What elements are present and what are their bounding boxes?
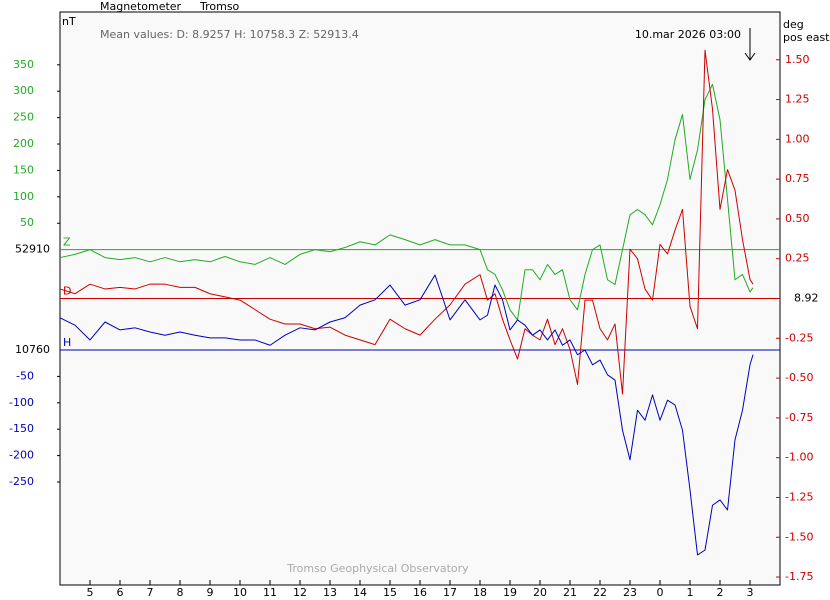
y-tick-label: 250 [13, 111, 34, 124]
x-tick-label: 1 [687, 586, 694, 599]
x-tick-label: 8 [177, 586, 184, 599]
mean-values: Mean values: D: 8.9257 H: 10758.3 Z: 529… [100, 28, 359, 41]
y-tick-label: -250 [9, 475, 34, 488]
series-line [59, 274, 754, 556]
y-tick-label: 150 [13, 163, 34, 176]
y2-tick-label: 1.00 [785, 132, 810, 145]
series-label: D [63, 285, 71, 298]
chart-title: Magnetometer [100, 0, 182, 13]
x-tick-label: 15 [383, 586, 397, 599]
y-tick-label: 50 [20, 216, 34, 229]
y2-tick-label: 0.25 [785, 252, 810, 265]
y2-tick-label: 0.50 [785, 212, 810, 225]
y2-axis-label: pos east [783, 31, 830, 44]
x-tick-label: 22 [593, 586, 607, 599]
x-tick-label: 10 [233, 586, 247, 599]
arrow-head [744, 52, 756, 61]
x-tick-label: 13 [323, 586, 337, 599]
x-tick-label: 3 [747, 586, 754, 599]
y-tick-label: 200 [13, 137, 34, 150]
x-tick-label: 18 [473, 586, 487, 599]
series-label: Z [63, 236, 71, 249]
x-tick-label: 5 [87, 586, 94, 599]
series-line [59, 83, 754, 321]
y2-tick-label: 1.25 [785, 93, 810, 106]
x-tick-label: 0 [657, 586, 664, 599]
y-tick-label: 350 [13, 58, 34, 71]
y-tick-label: 300 [13, 84, 34, 97]
y2-tick-label: -0.25 [785, 331, 813, 344]
x-tick-label: 6 [117, 586, 124, 599]
y2-tick-label: -1.25 [785, 490, 813, 503]
x-tick-label: 23 [623, 586, 637, 599]
y2-tick-label: -0.75 [785, 411, 813, 424]
y2-tick-label: -1.50 [785, 530, 813, 543]
x-tick-label: 17 [443, 586, 457, 599]
y2-tick-label: 0.75 [785, 172, 810, 185]
y2-tick-label: -0.50 [785, 371, 813, 384]
station: Tromso [199, 0, 240, 13]
y-axis-label: nT [62, 15, 76, 28]
y2-tick-label: -1.00 [785, 451, 813, 464]
y2-axis-label: deg [783, 18, 804, 31]
annotation: 10.mar 2026 03:00 [635, 28, 741, 41]
x-tick-label: 14 [353, 586, 367, 599]
y-tick-label: 100 [13, 190, 34, 203]
y2-tick-label: -1.75 [785, 570, 813, 583]
y-tick-label: 10760 [15, 343, 50, 356]
series-line [59, 49, 754, 395]
y2-tick-label: 8.92 [794, 292, 819, 305]
x-tick-label: 21 [563, 586, 577, 599]
x-tick-label: 11 [263, 586, 277, 599]
footer: Tromso Geophysical Observatory [286, 562, 469, 575]
x-tick-label: 12 [293, 586, 307, 599]
series-label: H [63, 336, 71, 349]
y2-tick-label: 1.50 [785, 53, 810, 66]
y-tick-label: -200 [9, 449, 34, 462]
x-tick-label: 9 [207, 586, 214, 599]
x-tick-label: 19 [503, 586, 517, 599]
arrow [744, 28, 756, 61]
x-tick-label: 7 [147, 586, 154, 599]
y-tick-label: -50 [16, 369, 34, 382]
x-tick-label: 2 [717, 586, 724, 599]
x-tick-label: 20 [533, 586, 547, 599]
y-tick-label: -100 [9, 396, 34, 409]
y-tick-label: -150 [9, 422, 34, 435]
x-tick-label: 16 [413, 586, 427, 599]
y-tick-label: 52910 [15, 243, 50, 256]
